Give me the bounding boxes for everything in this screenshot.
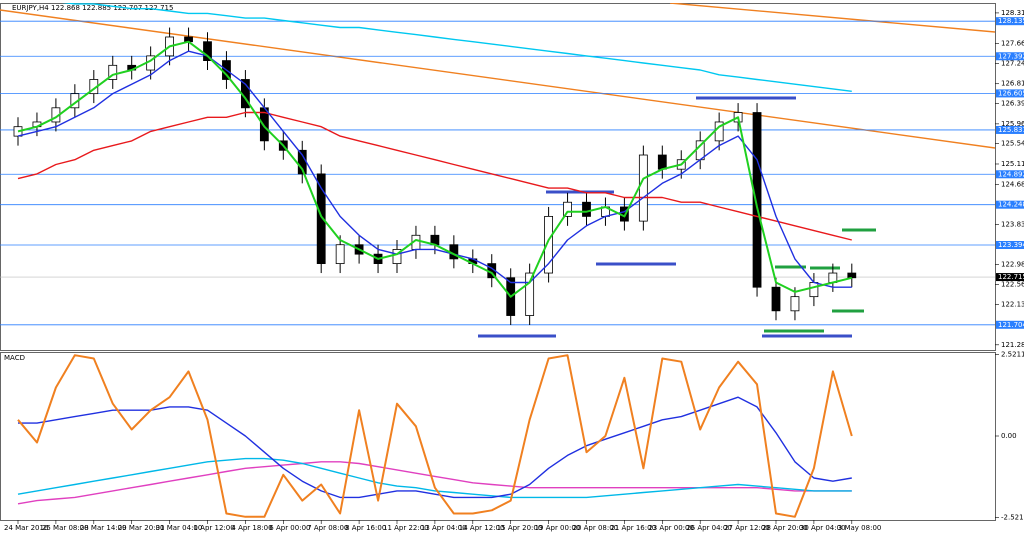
x-tick-label: 11 Apr 22:00: [383, 524, 429, 532]
indicator-line: [17, 354, 853, 518]
x-tick-label: 29 Mar 20:00: [118, 524, 165, 532]
y-tick-label: 128.310: [1001, 9, 1024, 17]
indicator-line: [17, 461, 852, 505]
trend-line: [669, 3, 995, 33]
level-tag: [996, 52, 1024, 61]
y-tick-label: 121.280: [1001, 341, 1024, 349]
y-tick-label: 126.390: [1001, 100, 1024, 108]
candle-body: [809, 282, 819, 298]
level-label: 126.605: [998, 89, 1024, 97]
x-tick-label: 21 Apr 16:00: [610, 524, 656, 532]
trend-line: [0, 9, 995, 149]
candle-body: [582, 201, 591, 217]
candle-body: [752, 112, 762, 288]
level-tag: [996, 89, 1024, 98]
drawings: [0, 3, 995, 338]
candle-body: [790, 296, 800, 312]
y-tick-label: 2.5211: [1001, 351, 1024, 359]
x-tick-label: 6 Apr 00:00: [269, 524, 310, 532]
x-tick-label: 30 Apr 04:00: [800, 524, 846, 532]
y-tick-label: 125.960: [1001, 120, 1024, 128]
candle-body: [203, 41, 212, 61]
y-tick-label: -2.5211: [1001, 513, 1024, 521]
x-tick-label: 13 Apr 04:00: [421, 524, 467, 532]
x-tick-label: 20 Apr 08:00: [573, 524, 619, 532]
level-label: 124.248: [998, 201, 1024, 209]
candle-body: [544, 215, 553, 274]
y-tick-label: 122.130: [1001, 301, 1024, 309]
level-tag: [996, 320, 1024, 329]
indicator-line: [17, 111, 852, 241]
candle-body: [847, 272, 857, 279]
level-label: 121.704: [998, 321, 1024, 329]
x-tick-label: 3 May 08:00: [838, 524, 882, 532]
candle-body: [392, 249, 402, 265]
x-tick-label: 14 Apr 12:00: [459, 524, 505, 532]
candle-body: [335, 244, 345, 265]
candle-body: [657, 154, 667, 170]
last-price-label: 122.715: [998, 273, 1024, 281]
y-tick-label: 0.00: [1001, 432, 1017, 440]
y-tick-label: 127.240: [1001, 59, 1024, 67]
plot: [17, 354, 853, 518]
indicator-line: [17, 50, 852, 288]
indicator-line: [61, 3, 852, 92]
level-label: 127.392: [998, 52, 1024, 60]
candle-body: [525, 272, 535, 316]
chart-title: EURJPY,H4 122.868 122.885 122.707 122.71…: [12, 4, 173, 12]
x-tick-label: 15 Apr 20:00: [497, 524, 543, 532]
y-tick-label: 122.980: [1001, 261, 1024, 269]
y-tick-label: 125.110: [1001, 160, 1024, 168]
x-tick-label: 28 Apr 20:00: [762, 524, 808, 532]
level-tag: [996, 125, 1024, 134]
x-tick-label: 24 Mar 2016: [4, 524, 49, 532]
x-tick-label: 8 Apr 16:00: [345, 524, 386, 532]
level-label: 125.831: [998, 126, 1024, 134]
candle-body: [316, 173, 326, 265]
x-tick-label: 25 Mar 08:00: [42, 524, 89, 532]
level-tag: [996, 241, 1024, 250]
panel-title: MACD: [4, 354, 25, 362]
level-tag: [996, 200, 1024, 209]
y-tick-label: 127.660: [1001, 40, 1024, 48]
x-tick-label: 4 Apr 18:00: [231, 524, 272, 532]
indicator-line: [17, 40, 853, 298]
level-tag: [996, 17, 1024, 26]
price-panel: [0, 3, 996, 351]
candle-body: [771, 286, 781, 312]
y-tick-label: 124.680: [1001, 180, 1024, 188]
indicator-line: [17, 457, 852, 499]
x-tick-label: 19 Apr 00:00: [535, 524, 581, 532]
y-tick-label: 122.560: [1001, 280, 1024, 288]
level-label: 124.892: [998, 170, 1024, 178]
x-tick-label: 1 Apr 12:00: [194, 524, 235, 532]
x-tick-label: 27 Apr 12:00: [724, 524, 770, 532]
x-tick-label: 26 Apr 04:00: [686, 524, 732, 532]
level-label: 128.135: [998, 17, 1024, 25]
x-tick-label: 31 Mar 04:00: [156, 524, 203, 532]
macd-panel: [0, 352, 996, 521]
y-tick-label: 123.830: [1001, 220, 1024, 228]
indicator-line: [18, 396, 852, 499]
candle-body: [563, 201, 572, 217]
level-tag: [996, 170, 1024, 179]
y-tick-label: 125.540: [1001, 140, 1024, 148]
y-tick-label: 126.810: [1001, 80, 1024, 88]
x-tick-label: 23 Apr 00:00: [648, 524, 694, 532]
x-tick-label: 28 Mar 14:00: [80, 524, 127, 532]
last-price-tag: [996, 273, 1024, 282]
candle-body: [638, 154, 648, 222]
candle-body: [108, 64, 118, 80]
level-label: 123.394: [998, 241, 1024, 249]
x-tick-label: 7 Apr 08:00: [307, 524, 348, 532]
plot: [0, 3, 995, 326]
